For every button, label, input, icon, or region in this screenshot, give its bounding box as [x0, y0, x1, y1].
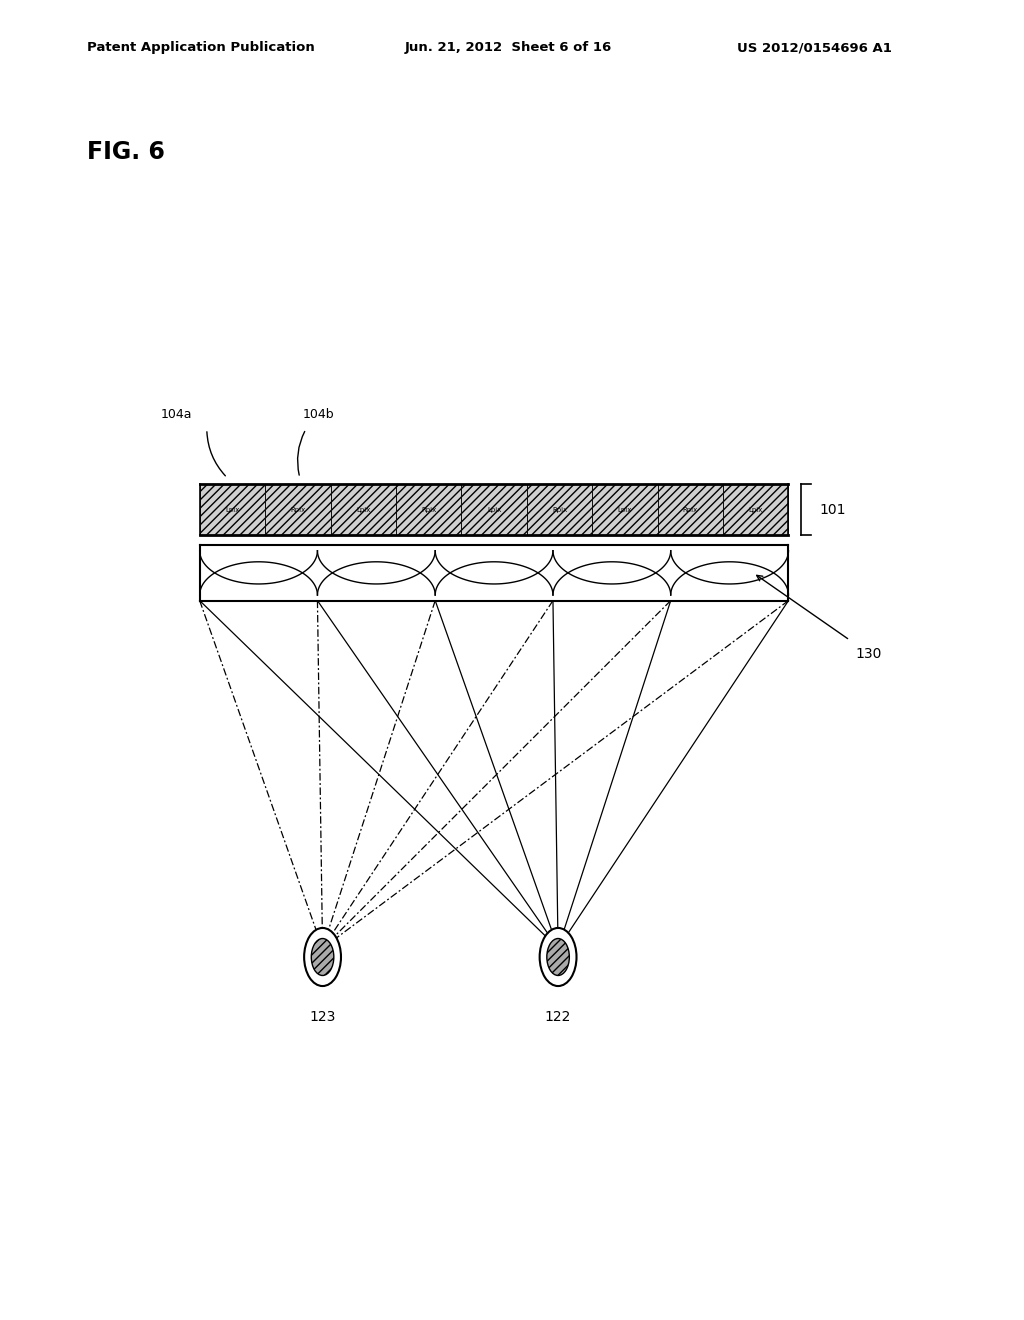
Text: 130: 130 [855, 647, 882, 661]
Bar [592, 484, 657, 535]
Text: Jun. 21, 2012  Sheet 6 of 16: Jun. 21, 2012 Sheet 6 of 16 [404, 41, 611, 54]
Bar [723, 484, 788, 535]
Text: 122: 122 [545, 1010, 571, 1024]
Ellipse shape [311, 939, 334, 975]
Text: 104a: 104a [161, 408, 191, 421]
Bar [526, 484, 592, 535]
Text: Patent Application Publication: Patent Application Publication [87, 41, 314, 54]
Bar [200, 484, 265, 535]
Text: Rpix: Rpix [552, 507, 567, 512]
Text: US 2012/0154696 A1: US 2012/0154696 A1 [737, 41, 892, 54]
Bar [265, 484, 331, 535]
Ellipse shape [547, 939, 569, 975]
Ellipse shape [540, 928, 577, 986]
Bar [396, 484, 462, 535]
Text: Lpix: Lpix [486, 507, 502, 512]
Ellipse shape [304, 928, 341, 986]
Bar [657, 484, 723, 535]
Text: Lpix: Lpix [749, 507, 763, 512]
Bar [331, 484, 396, 535]
Text: 123: 123 [309, 1010, 336, 1024]
Text: Rpix: Rpix [421, 507, 436, 512]
Bar [462, 484, 526, 535]
Bar [200, 545, 788, 601]
Text: Rpix: Rpix [683, 507, 698, 512]
Text: 104b: 104b [302, 408, 334, 421]
Text: Lpix: Lpix [356, 507, 371, 512]
Text: Rpix: Rpix [290, 507, 305, 512]
Text: FIG. 6: FIG. 6 [87, 140, 165, 164]
Text: 101: 101 [819, 503, 846, 516]
Text: Lpix: Lpix [617, 507, 632, 512]
Text: Lpix: Lpix [225, 507, 240, 512]
